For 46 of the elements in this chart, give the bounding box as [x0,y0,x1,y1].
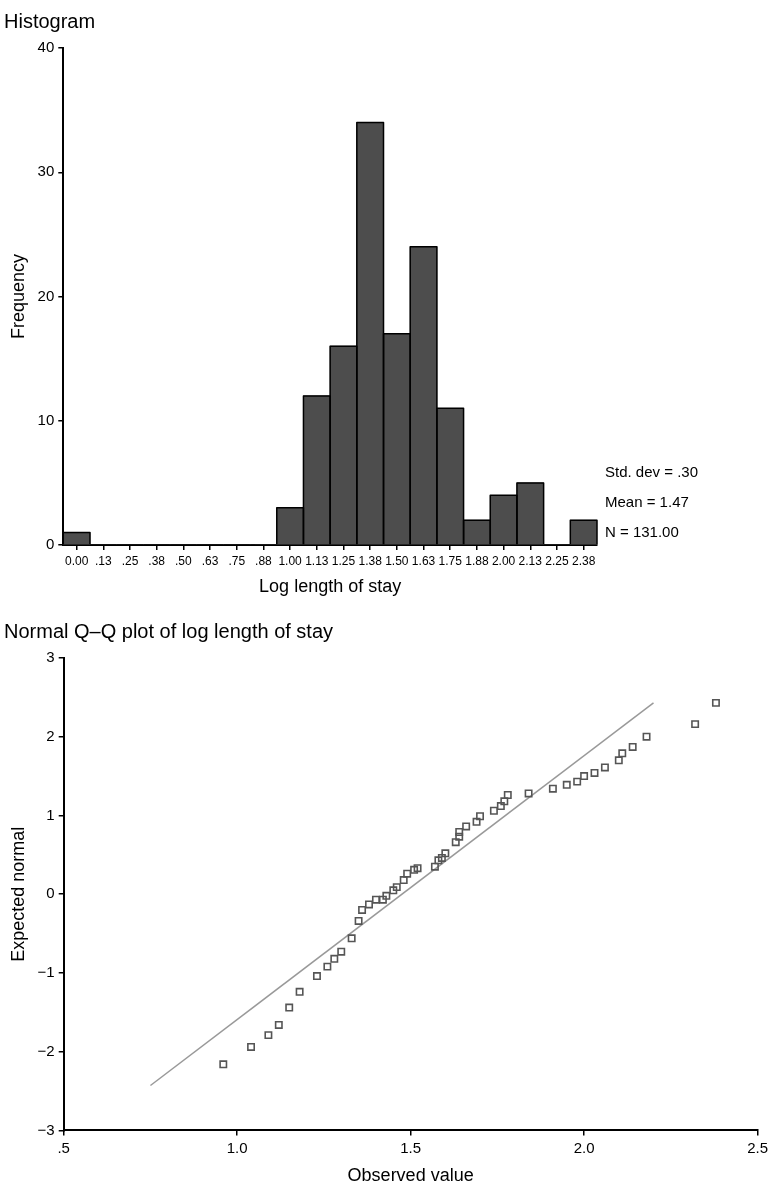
x-tick-label: .25 [121,553,139,568]
text: Std. dev = .30 [605,463,698,481]
x-tick-label: 1.88 [465,553,489,568]
text: Mean = 1.47 [605,493,689,511]
y-tick-label: 10 [37,410,55,428]
x-tick-label: .38 [148,553,166,568]
x-tick-label: 1.0 [226,1138,248,1156]
x-tick-label: 2.00 [491,553,516,568]
x-tick-label: 1.5 [400,1138,422,1156]
y-tick-label: 0 [45,535,55,553]
x-tick-label: 1.25 [331,553,356,568]
y-tick-label: 0 [46,884,55,902]
x-tick-label: 1.00 [278,553,303,568]
y-tick-label: −1 [37,963,55,981]
x-tick-label: 2.0 [573,1138,595,1156]
y-tick-label: 1 [46,805,55,823]
x-tick-label: .13 [94,553,112,568]
x-tick-label: 0.00 [64,553,89,568]
x-tick-label: 1.38 [358,553,383,568]
chart-title: Histogram [4,9,96,32]
y-axis-title: Expected normal [7,826,28,962]
x-tick-label: 1.13 [305,553,329,568]
x-tick-label: 2.5 [747,1138,768,1156]
x-tick-label: .50 [175,553,193,568]
x-tick-label: .88 [255,553,273,568]
chart-title: Normal Q–Q plot of log length of stay [4,619,334,642]
x-tick-label: 2.13 [518,553,543,568]
x-tick-label: 1.75 [438,553,463,568]
y-tick-label: 2 [46,726,55,744]
y-tick-label: 3 [46,648,55,666]
x-tick-label: .63 [201,553,219,568]
text: N = 131.00 [605,523,679,541]
x-tick-label: 1.63 [411,553,436,568]
y-tick-label: 20 [37,286,55,304]
x-tick-label: 1.50 [385,553,409,568]
x-axis-title: Log length of stay [259,576,402,597]
x-axis-title: Observed value [347,1165,474,1186]
x-tick-label: 2.25 [545,553,569,568]
y-axis-title: Frequency [7,253,28,340]
x-tick-label: .75 [228,553,246,568]
y-tick-label: 40 [37,38,55,56]
x-tick-label: .5 [57,1138,70,1156]
y-tick-label: −2 [37,1041,55,1059]
y-tick-label: 30 [37,162,55,180]
x-tick-label: 2.38 [571,553,596,568]
y-tick-label: −3 [37,1120,55,1138]
